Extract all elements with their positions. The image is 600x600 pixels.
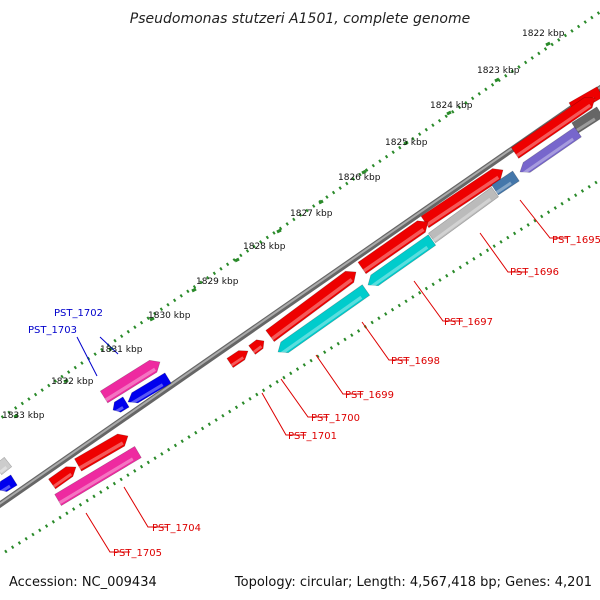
- major-tick-mark: [276, 228, 282, 234]
- major-tick-mark: [361, 169, 367, 175]
- gene-label-pst_1702[interactable]: PST_1702: [54, 308, 103, 319]
- major-tick-mark: [234, 257, 240, 263]
- leader-line-pst_1700: [280, 378, 328, 418]
- kbp-tick-label: 1825 kbp: [385, 138, 428, 148]
- gene-pst1698-fwd[interactable]: [357, 220, 429, 275]
- kbp-tick-label: 1827 kbp: [290, 209, 333, 219]
- map-title: Pseudomonas stutzeri A1501, complete gen…: [130, 11, 470, 27]
- leader-line-pst_1698: [361, 321, 409, 361]
- gene-pst1701-fwd[interactable]: [226, 350, 249, 369]
- gene-pst1703-blue[interactable]: [127, 372, 172, 404]
- leader-line-pst_1702: [99, 336, 119, 355]
- gene-pst1697-fwd[interactable]: [420, 168, 504, 229]
- gene-label-pst_1697[interactable]: PST_1697: [444, 317, 493, 328]
- gene-pst1699-fwd[interactable]: [265, 270, 357, 343]
- major-tick-mark: [403, 140, 409, 146]
- leader-line-pst_1703: [76, 336, 98, 377]
- major-tick-mark: [446, 110, 452, 116]
- gene-grey-inner-gloss: [432, 197, 492, 242]
- major-tick-mark: [191, 287, 197, 293]
- gene-label-layer: PST_1695 PST_1696 PST_1697 PST_1698 PST_1699…: [28, 235, 600, 559]
- gene-edge-grey-gloss: [0, 465, 8, 474]
- kbp-tick-label: 1828 kbp: [243, 242, 286, 252]
- gene-label-pst_1700[interactable]: PST_1700: [311, 413, 360, 424]
- gene-label-pst_1703[interactable]: PST_1703: [28, 325, 77, 336]
- gene-steel-inner[interactable]: [491, 170, 520, 196]
- gene-pst1704-fwd[interactable]: [48, 466, 77, 490]
- major-tick-mark: [149, 316, 155, 322]
- gene-label-pst_1701[interactable]: PST_1701: [288, 431, 337, 442]
- major-tick-mark: [63, 378, 69, 384]
- gene-pst1701-fwd-gloss: [230, 356, 244, 367]
- gene-pst1697-fwd-gloss: [425, 175, 500, 227]
- kbp-tick-label: 1826 kbp: [338, 173, 381, 183]
- gene-pst1703-blue-gloss: [128, 383, 164, 406]
- gene-leader-layer: [76, 199, 568, 553]
- gene-edge-grey[interactable]: [0, 456, 13, 476]
- gene-pst1696-fwd[interactable]: [510, 96, 596, 159]
- leader-line-pst_1704: [123, 486, 168, 528]
- leader-line-pst_1701: [261, 392, 306, 436]
- gene-grey-inner[interactable]: [428, 186, 499, 244]
- leader-line-pst_1697: [413, 280, 463, 322]
- leader-line-pst_1696: [479, 232, 528, 273]
- gene-edge-blue[interactable]: [0, 474, 18, 492]
- gene-small-blue[interactable]: [112, 396, 130, 413]
- major-tick-mark: [13, 413, 19, 419]
- gene-pst1702-pink[interactable]: [99, 359, 161, 404]
- kbp-tick-label: 1830 kbp: [148, 311, 191, 321]
- gene-pst1696-fwd-gloss: [515, 103, 592, 158]
- leader-line-pst_1705: [85, 512, 130, 553]
- genome-backbone: [0, 84, 600, 509]
- major-tick-mark: [494, 77, 500, 83]
- gene-pst1705-fwd[interactable]: [74, 433, 129, 472]
- kbp-tick-label: 1832 kbp: [51, 377, 94, 387]
- gene-purple-inner-gloss: [520, 137, 574, 176]
- gene-pst1704-fwd-gloss: [52, 472, 73, 488]
- kbp-tick-label: 1833 kbp: [2, 411, 45, 421]
- gene-pink-inner-gloss: [58, 457, 134, 505]
- gene-pink-inner[interactable]: [54, 445, 142, 507]
- kbp-tick-label: 1824 kbp: [430, 101, 473, 111]
- gene-label-pst_1699[interactable]: PST_1699: [345, 390, 394, 401]
- gene-label-pst_1704[interactable]: PST_1704: [152, 523, 201, 534]
- gene-pst1698-fwd-gloss: [363, 228, 425, 273]
- kbp-tick-label: 1831 kbp: [100, 345, 143, 355]
- gene-cyan1-inner-gloss: [368, 245, 429, 289]
- gene-purple-inner[interactable]: [519, 126, 582, 173]
- inner-tick-track: [4, 178, 600, 554]
- gene-pst1702-pink-gloss: [104, 367, 156, 402]
- genome-summary-text: Topology: circular; Length: 4,567,418 bp…: [234, 575, 592, 590]
- gene-pst1700-fwd-gloss: [252, 345, 263, 354]
- kbp-tick-label: 1829 kbp: [196, 277, 239, 287]
- gene-label-pst_1698[interactable]: PST_1698: [391, 356, 440, 367]
- gene-cyan1-inner[interactable]: [367, 234, 437, 287]
- gene-edge-blue-gloss: [0, 484, 11, 494]
- gene-pst1700-fwd[interactable]: [248, 339, 265, 355]
- major-tick-mark: [545, 41, 551, 47]
- kbp-tick-label-layer: 1822 kbp 1823 kbp 1824 kbp 1825 kbp 1826 kbp…: [2, 29, 565, 421]
- gene-label-pst_1696[interactable]: PST_1696: [510, 267, 559, 278]
- backbone-highlight: [0, 86, 600, 505]
- gene-feature-layer: [0, 86, 600, 507]
- gene-steel-inner-gloss: [495, 181, 512, 194]
- kbp-tick-label: 1822 kbp: [522, 29, 565, 39]
- tick-dot-layer: [0, 10, 600, 554]
- gene-darkgrey-inner[interactable]: [571, 106, 600, 134]
- gene-pst1705-fwd-gloss: [78, 441, 124, 470]
- gene-pst1699-fwd-gloss: [271, 278, 353, 341]
- gene-label-pst_1695[interactable]: PST_1695: [552, 235, 600, 246]
- leader-line-pst_1699: [315, 354, 363, 395]
- major-tick-mark: [318, 199, 324, 205]
- gene-cyan2-inner-gloss: [278, 295, 363, 356]
- gene-small-blue-gloss: [113, 406, 124, 414]
- gene-darkgrey-inner-gloss: [575, 117, 596, 132]
- gene-label-pst_1705[interactable]: PST_1705: [113, 548, 162, 559]
- kbp-tick-label: 1823 kbp: [477, 66, 520, 76]
- gene-cyan2-inner[interactable]: [277, 284, 371, 354]
- leader-line-pst_1695: [519, 199, 568, 239]
- accession-text: Accession: NC_009434: [9, 575, 157, 590]
